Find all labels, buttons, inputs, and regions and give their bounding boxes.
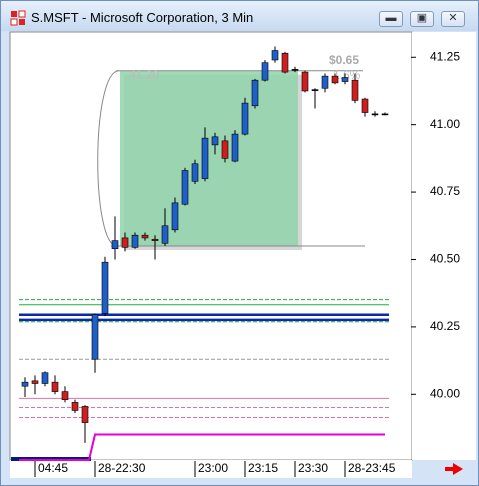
y-tick-label: 40.25 [430,319,460,333]
stop-line [19,433,385,461]
x-tick-label: 04:45 [38,461,68,475]
y-tick-label: 40.50 [430,252,460,266]
candle-body [131,234,139,248]
candle-body [61,391,69,400]
candle-body [231,133,239,162]
scroll-arrow[interactable] [445,463,463,475]
candle-body [171,202,179,231]
candle-body [371,113,379,116]
x-tick-label: 23:15 [248,461,278,475]
measure-percent: 1.6% [333,68,361,82]
y-tick-label: 40.75 [430,184,460,198]
y-tick-label: 41.25 [430,49,460,63]
candle-body [121,237,129,248]
time-axis [10,460,412,478]
candle-body [361,98,369,113]
maximize-button[interactable]: ▣ [410,11,434,27]
x-tick-label: 23:00 [198,461,228,475]
measure-box [120,70,298,247]
candle-body [281,52,289,73]
measure-bracket [97,70,120,247]
candle-body [241,102,249,135]
candle-body [381,113,389,116]
y-tick-label: 40.00 [430,386,460,400]
minimize-button[interactable]: ▬ [379,11,403,27]
app-icon [10,10,26,26]
candle-body [251,79,259,107]
candle-body [351,79,359,101]
candle-body [311,89,319,91]
candle-body [31,380,39,384]
candle-body [161,225,169,244]
candle-body [51,381,59,392]
price-axis [412,32,476,460]
candle-body [201,137,209,179]
candle-body [21,381,29,387]
candle-body [141,234,149,239]
candle-body [91,314,99,360]
candle-body [321,75,329,89]
candle-body [41,372,49,384]
x-tick-label: 28-22:30 [98,461,146,475]
x-tick-label: 28-23:45 [348,461,396,475]
candle-body [331,75,339,84]
candle-body [271,50,279,61]
candle-body [211,136,219,146]
candle-body [101,261,109,314]
measure-change: $0.65 [329,53,359,67]
candle-body [191,163,199,182]
candle-body [181,170,189,205]
candle-body [151,238,159,241]
candle-body [261,62,269,81]
y-tick-label: 41.00 [430,117,460,131]
candle-body [71,402,79,411]
candle-body [341,77,349,82]
candle-body [221,140,229,159]
candle-body [81,406,89,423]
close-button[interactable]: ✕ [441,11,465,27]
candle-body [301,71,309,92]
title-bar: S.MSFT - Microsoft Corporation, 3 Min ▬ … [1,1,478,31]
x-tick-label: 23:30 [298,461,328,475]
measure-top-label: 41.20 [129,68,159,82]
window-title: S.MSFT - Microsoft Corporation, 3 Min [31,10,254,25]
candle-body [291,69,299,71]
candle-body [111,240,119,249]
